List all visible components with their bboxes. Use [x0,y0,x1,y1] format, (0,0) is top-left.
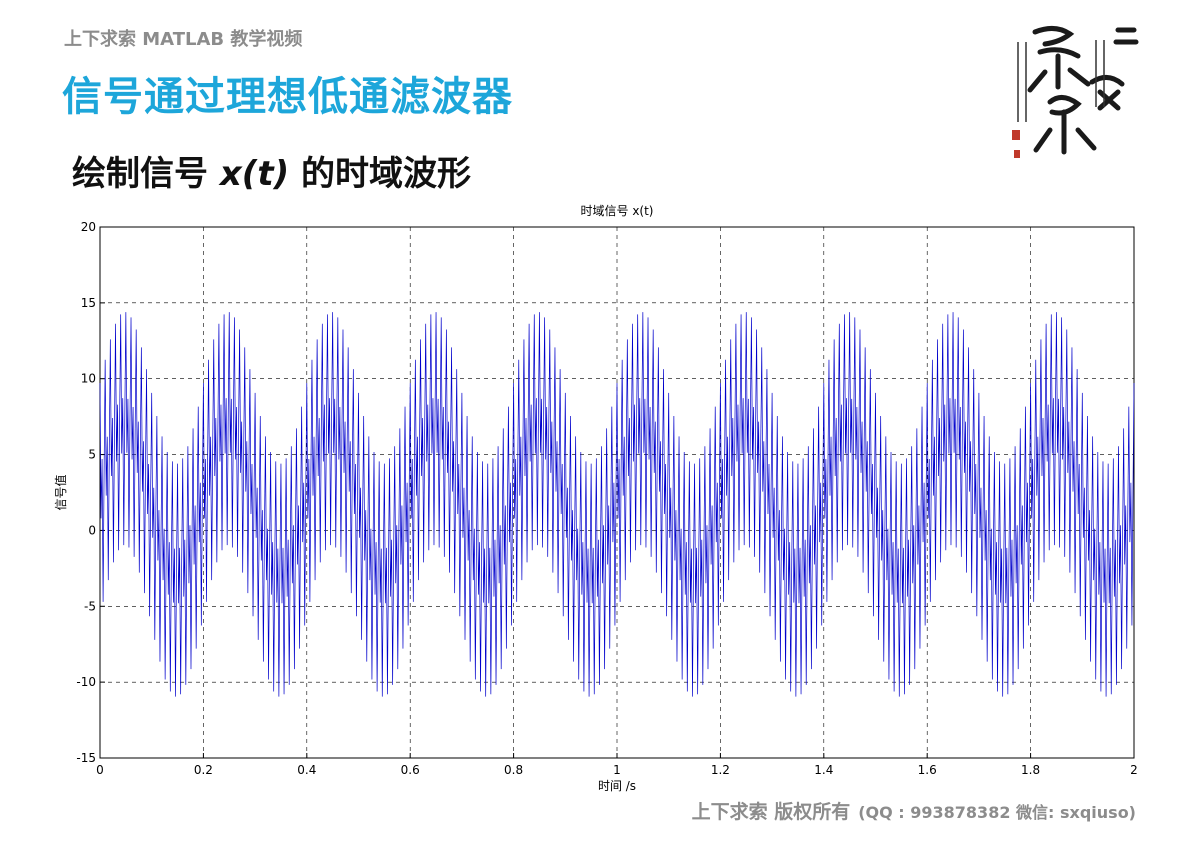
section-subtitle: 绘制信号 x(t) 的时域波形 [72,146,471,195]
y-tick-label: 0 [88,523,96,537]
time-domain-chart: 时域信号 x(t) 信号值 时间 /s 0 0.2 0.4 0.6 0.8 1 1.2 1.4… [53,204,1138,793]
page-title: 信号通过理想低通滤波器 [62,74,513,120]
contact-text: (QQ : 993878382 微信: sxqiuso) [858,803,1136,822]
copyright-text: 上下求索 版权所有 [691,801,851,823]
y-tick-label: 10 [81,372,96,386]
footer-copyright: 上下求索 版权所有 (QQ : 993878382 微信: sxqiuso) [692,797,1136,824]
x-tick-label: 0.2 [194,763,213,777]
y-tick-label: -10 [76,675,96,689]
chart-title: 时域信号 x(t) [581,204,654,218]
y-tick-label: 15 [81,296,96,310]
x-tick-label: 0.4 [297,763,316,777]
signal-line [99,312,1135,697]
x-tick-label: 1.4 [814,763,833,777]
x-tick-label: 0.6 [401,763,420,777]
course-header: 上下求索 MATLAB 教学视频 [64,29,303,50]
y-tick-label: 20 [81,220,96,234]
y-tick-label: -5 [84,599,96,613]
x-axis-label: 时间 /s [598,779,636,793]
y-tick-label: 5 [88,448,96,462]
subtitle-math: x(t) [219,154,290,194]
y-tick-label: -15 [76,751,96,765]
x-tick-label: 1.2 [711,763,730,777]
x-tick-label: 2 [1130,763,1138,777]
x-tick-label: 0 [96,763,104,777]
subtitle-prefix: 绘制信号 [72,154,220,194]
x-tick-label: 1 [613,763,621,777]
calligraphy-seal-icon [1000,12,1150,162]
y-axis-label: 信号值 [53,474,68,510]
x-tick-label: 0.8 [504,763,523,777]
x-tick-label: 1.8 [1021,763,1040,777]
subtitle-suffix: 的时域波形 [289,154,471,194]
x-tick-label: 1.6 [918,763,937,777]
